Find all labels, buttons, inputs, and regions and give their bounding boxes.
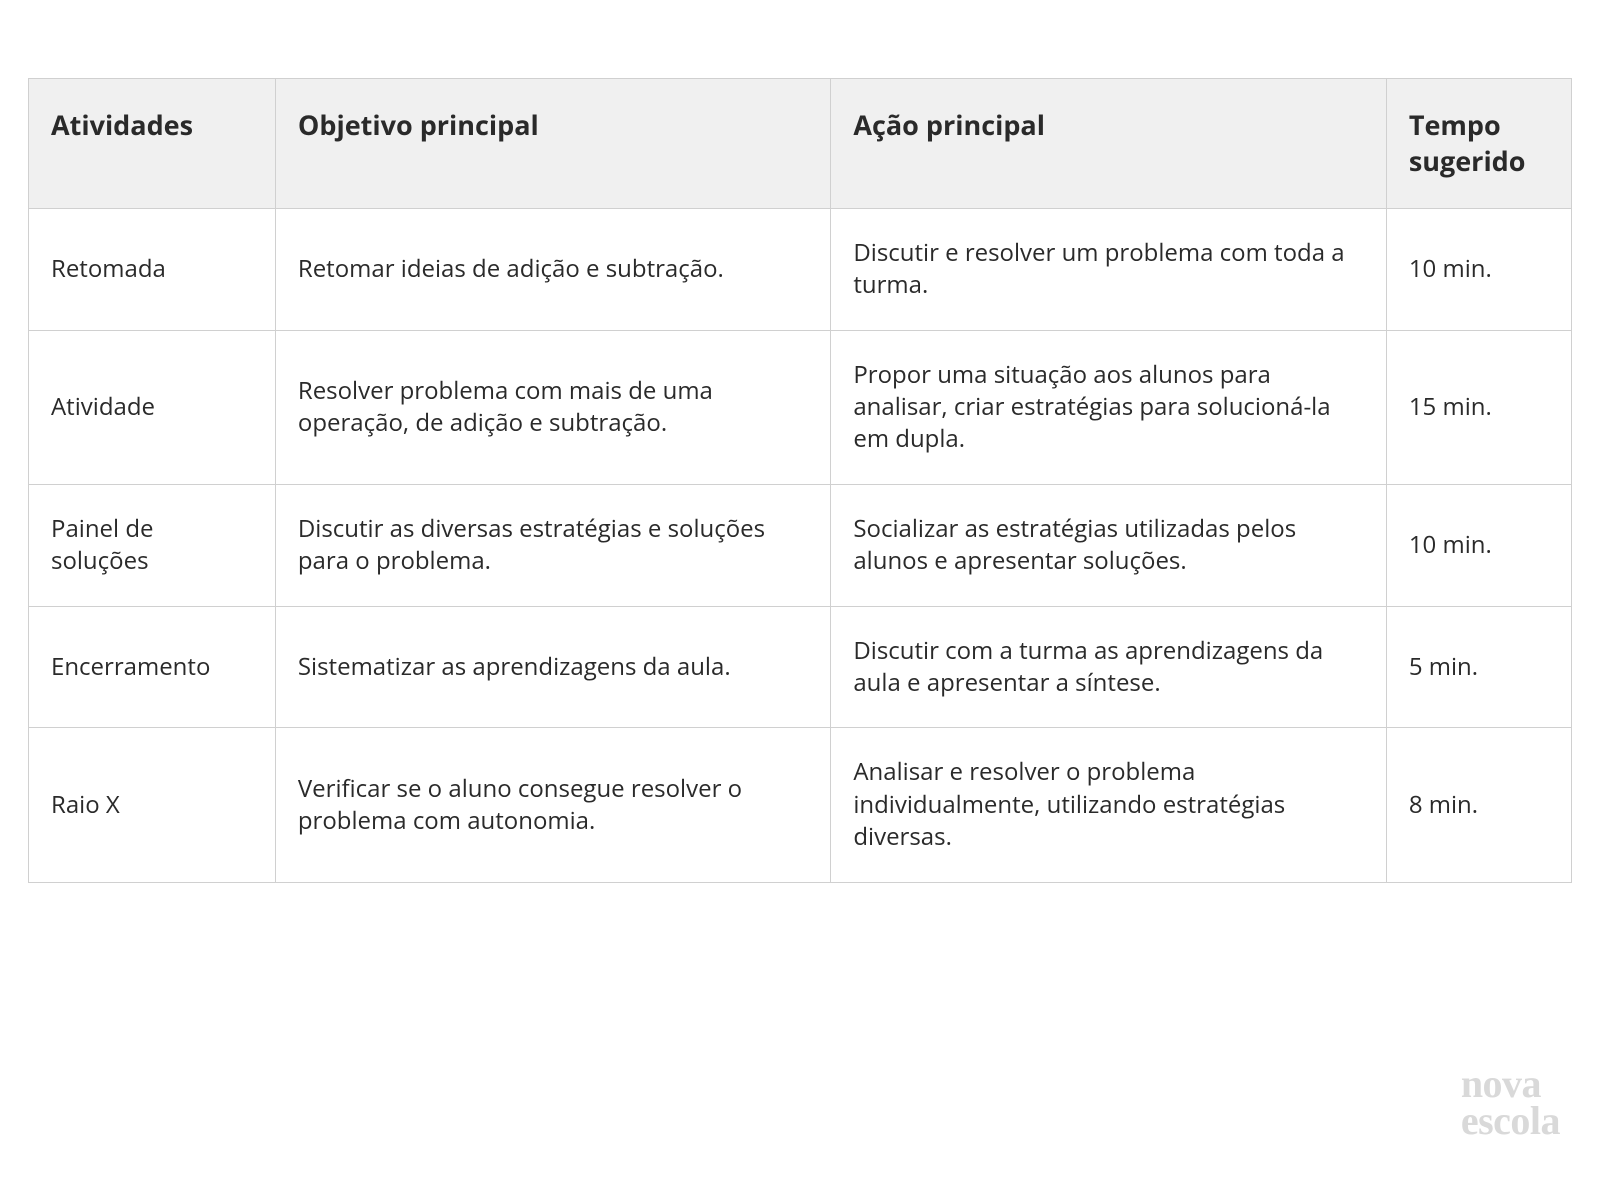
cell-tempo: 8 min. [1386, 728, 1571, 882]
column-header-atividades: Atividades [29, 79, 276, 209]
cell-tempo: 10 min. [1386, 484, 1571, 606]
table-row: Raio X Verificar se o aluno consegue res… [29, 728, 1572, 882]
cell-objetivo: Verificar se o aluno consegue resolver o… [275, 728, 830, 882]
table-row: Atividade Resolver problema com mais de … [29, 330, 1572, 484]
cell-objetivo: Retomar ideias de adição e subtração. [275, 208, 830, 330]
cell-acao: Discutir e resolver um problema com toda… [831, 208, 1386, 330]
column-header-objetivo: Objetivo principal [275, 79, 830, 209]
cell-acao: Analisar e resolver o problema individua… [831, 728, 1386, 882]
cell-objetivo: Discutir as diversas estratégias e soluç… [275, 484, 830, 606]
cell-atividades: Retomada [29, 208, 276, 330]
cell-atividades: Raio X [29, 728, 276, 882]
cell-objetivo: Resolver problema com mais de uma operaç… [275, 330, 830, 484]
table-row: Painel de soluções Discutir as diversas … [29, 484, 1572, 606]
cell-tempo: 10 min. [1386, 208, 1571, 330]
table-row: Retomada Retomar ideias de adição e subt… [29, 208, 1572, 330]
cell-acao: Propor uma situação aos alunos para anal… [831, 330, 1386, 484]
cell-acao: Discutir com a turma as aprendizagens da… [831, 606, 1386, 728]
lesson-plan-table: Atividades Objetivo principal Ação princ… [28, 78, 1572, 883]
cell-atividades: Encerramento [29, 606, 276, 728]
cell-objetivo: Sistematizar as aprendizagens da aula. [275, 606, 830, 728]
cell-atividades: Painel de soluções [29, 484, 276, 606]
column-header-tempo: Tempo sugerido [1386, 79, 1571, 209]
brand-logo: nova escola [1461, 1066, 1560, 1140]
cell-acao: Socializar as estratégias utilizadas pel… [831, 484, 1386, 606]
cell-tempo: 5 min. [1386, 606, 1571, 728]
column-header-acao: Ação principal [831, 79, 1386, 209]
table-row: Encerramento Sistematizar as aprendizage… [29, 606, 1572, 728]
cell-tempo: 15 min. [1386, 330, 1571, 484]
cell-atividades: Atividade [29, 330, 276, 484]
logo-line2: escola [1461, 1103, 1560, 1140]
table-header-row: Atividades Objetivo principal Ação princ… [29, 79, 1572, 209]
